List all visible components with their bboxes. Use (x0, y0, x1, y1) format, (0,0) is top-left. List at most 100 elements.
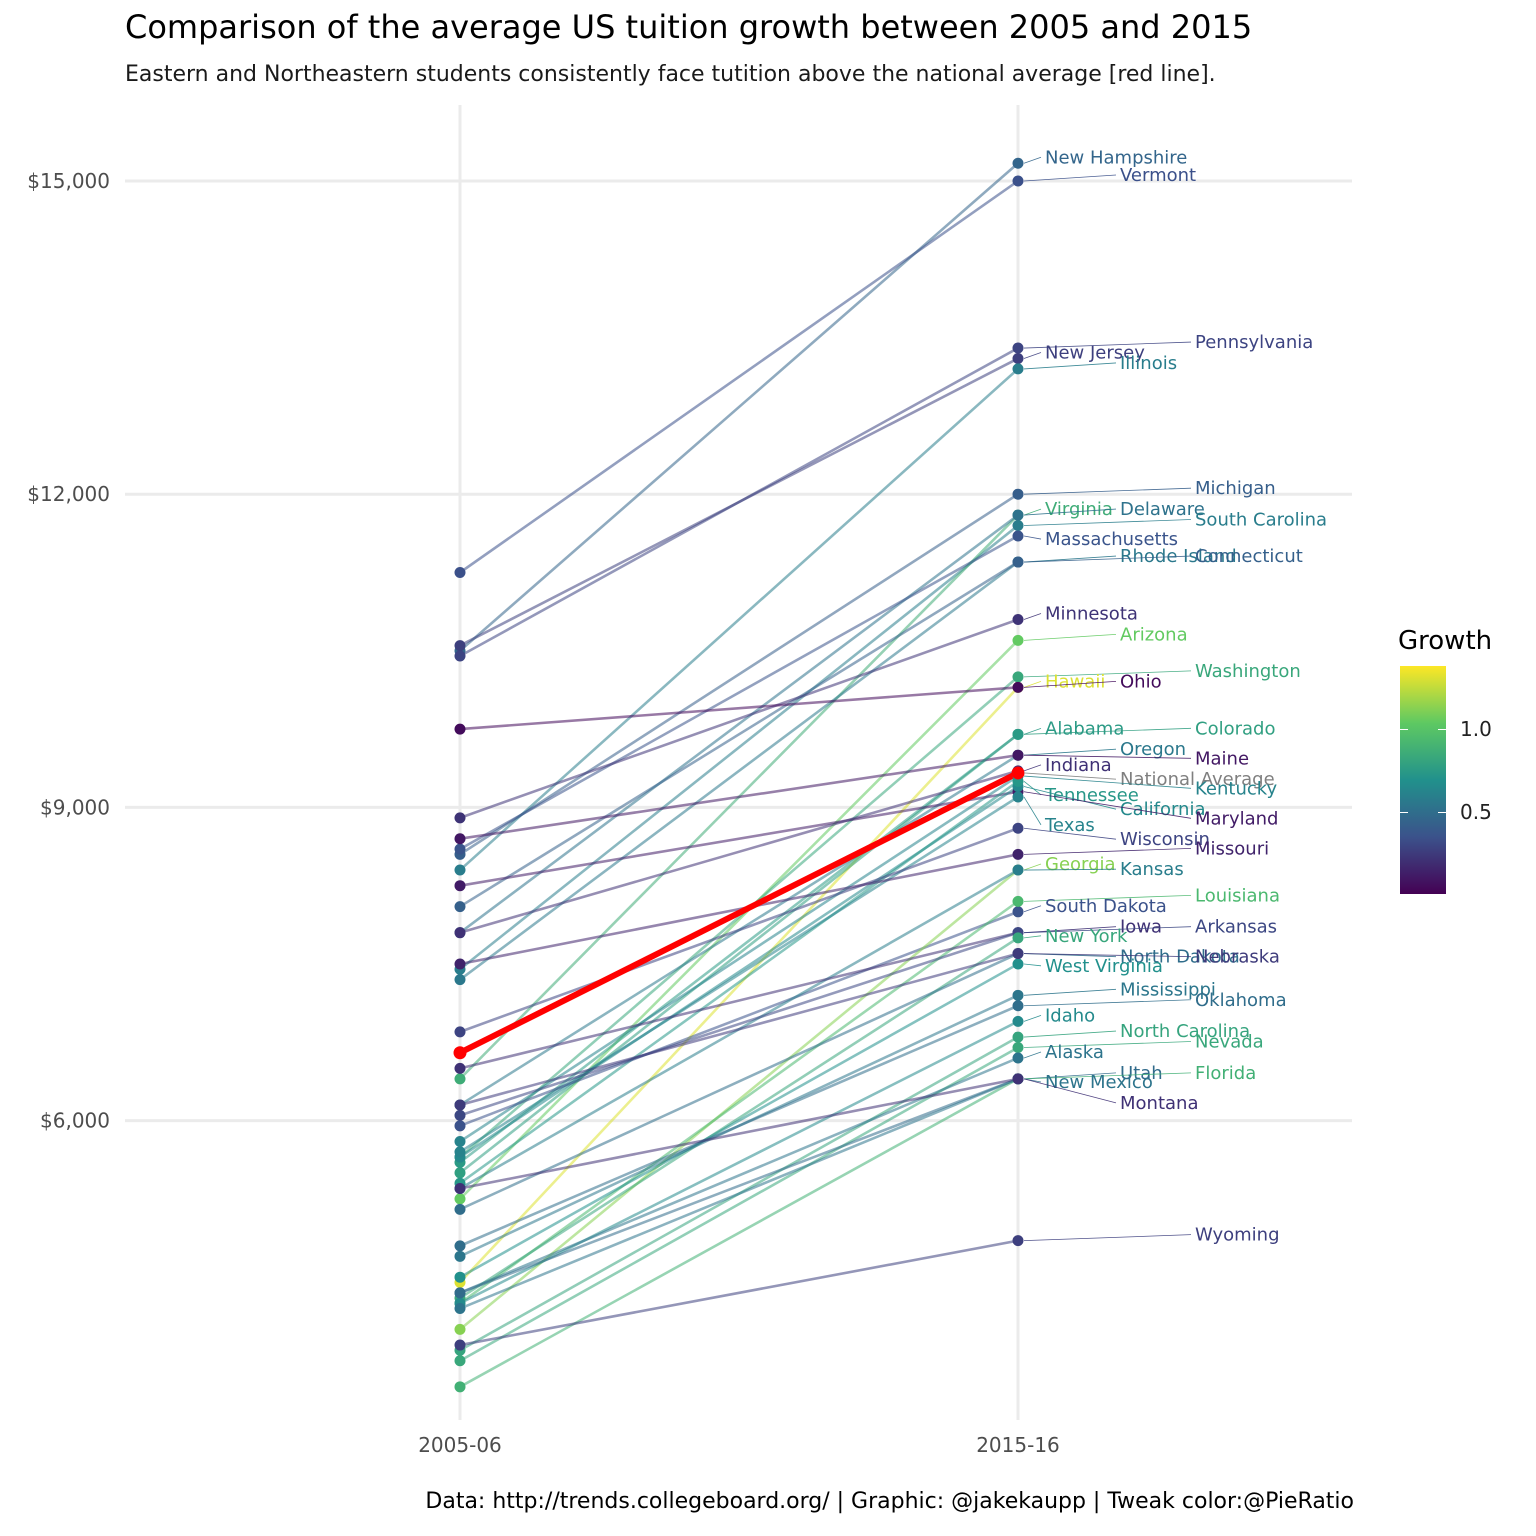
series-point-start (454, 1026, 466, 1038)
growth-legend: Growth 0.5 1.0 (1398, 626, 1528, 916)
series-label: Wyoming (1195, 1225, 1280, 1246)
series-point-end (1012, 157, 1024, 169)
label-leader (1023, 754, 1192, 759)
label-leader (1023, 935, 1042, 939)
series-point-start (454, 974, 466, 986)
label-leader (1023, 362, 1117, 370)
series-point-start (454, 812, 466, 824)
series-label: New Mexico (1045, 1072, 1153, 1093)
series-point-start (454, 567, 466, 578)
label-leader (1023, 775, 1192, 789)
series-line (459, 686, 1019, 1284)
series-line (459, 1077, 1019, 1295)
series-label: Maryland (1195, 808, 1278, 829)
series-line (459, 780, 1019, 1185)
national-average-line (458, 770, 1020, 1056)
series-point-end (1012, 749, 1024, 761)
series-label: Mississippi (1120, 979, 1216, 1000)
series-line (459, 560, 1019, 908)
series-line (459, 675, 1019, 1159)
label-leader (1023, 926, 1117, 934)
series-point-start (454, 1099, 466, 1111)
series-line (459, 952, 1019, 1211)
series-line (459, 493, 1019, 856)
series-line (459, 1077, 1019, 1388)
series-line (459, 753, 1019, 841)
series-label: Washington (1195, 661, 1301, 682)
series-label: Arkansas (1195, 917, 1277, 938)
series-label: Louisiana (1195, 885, 1280, 906)
series-point-start (454, 1381, 466, 1393)
caption: Data: http://trends.collegeboard.org/ | … (425, 1489, 1354, 1514)
series-line (459, 162, 1019, 652)
series-line (459, 686, 1019, 731)
series-label: West Virginia (1045, 956, 1163, 977)
series-point-start (454, 1271, 466, 1283)
series-label: Iowa (1120, 917, 1162, 938)
label-leader (1023, 174, 1117, 182)
legend-tick-label: 0.5 (1460, 800, 1492, 824)
series-point-start (454, 1193, 466, 1205)
label-leader (1023, 905, 1042, 913)
series-point-end (1012, 352, 1024, 364)
series-point-start (454, 1339, 466, 1351)
series-point-end (1012, 1073, 1024, 1085)
series-line (459, 900, 1019, 1305)
series-point-start (454, 833, 466, 845)
grid-layer (125, 105, 1352, 1420)
series-point-start (454, 958, 466, 970)
series-label: Michigan (1195, 478, 1276, 499)
y-tick-label: $9,000 (40, 795, 110, 819)
series-label: Nebraska (1195, 947, 1280, 968)
series-label: Minnesota (1045, 603, 1138, 624)
label-leader (1023, 868, 1117, 871)
series-point-end (1012, 989, 1024, 1001)
label-leader (1023, 988, 1117, 996)
series-line (459, 561, 1019, 981)
legend-tickmark (1438, 812, 1446, 813)
series-line (459, 179, 1019, 574)
legend-tickmark (1438, 729, 1446, 730)
label-leader (1023, 764, 1042, 772)
label-leader (1023, 670, 1192, 678)
series-label: Connecticut (1195, 546, 1303, 567)
series-label: Missouri (1195, 838, 1269, 859)
label-leader (1023, 894, 1192, 902)
series-label: New York (1045, 926, 1128, 947)
series-line (459, 534, 1019, 851)
series-point-start (454, 927, 466, 939)
series-point-end (1012, 1031, 1024, 1043)
series-point-end (1012, 681, 1024, 693)
series-line (459, 1046, 1019, 1362)
series-point-start (454, 1287, 466, 1299)
series-point-start (454, 1073, 466, 1085)
series-point-start (454, 1062, 466, 1074)
label-leader (1023, 963, 1042, 967)
series-label: Delaware (1120, 499, 1205, 520)
label-leader (1023, 827, 1117, 840)
series-label: Nevada (1195, 1032, 1264, 1053)
series-point-end (1012, 948, 1024, 960)
legend-colorbar (1400, 666, 1446, 894)
series-label: Massachusetts (1045, 529, 1178, 550)
label-leader (1023, 1015, 1042, 1022)
series-point-start (454, 1182, 466, 1194)
series-line (459, 1004, 1019, 1248)
series-line (459, 952, 1019, 1107)
series-label: Alaska (1045, 1042, 1104, 1063)
label-leader (1023, 926, 1192, 934)
series-label: Utah (1120, 1063, 1163, 1084)
series-point-end (1012, 1015, 1024, 1027)
series-label: Colorado (1195, 718, 1275, 739)
series-label: Alabama (1045, 718, 1124, 739)
series-label: South Carolina (1195, 510, 1327, 531)
series-point-start (454, 1135, 466, 1147)
series-point-end (1012, 363, 1024, 375)
series-line (459, 853, 1019, 966)
x-tick-label: 2005-06 (418, 1433, 502, 1457)
series-line (459, 931, 1019, 1070)
series-label: Vermont (1120, 165, 1196, 186)
series-point-start (454, 640, 466, 652)
label-leader (1023, 1234, 1192, 1242)
label-leader (1023, 1041, 1192, 1048)
